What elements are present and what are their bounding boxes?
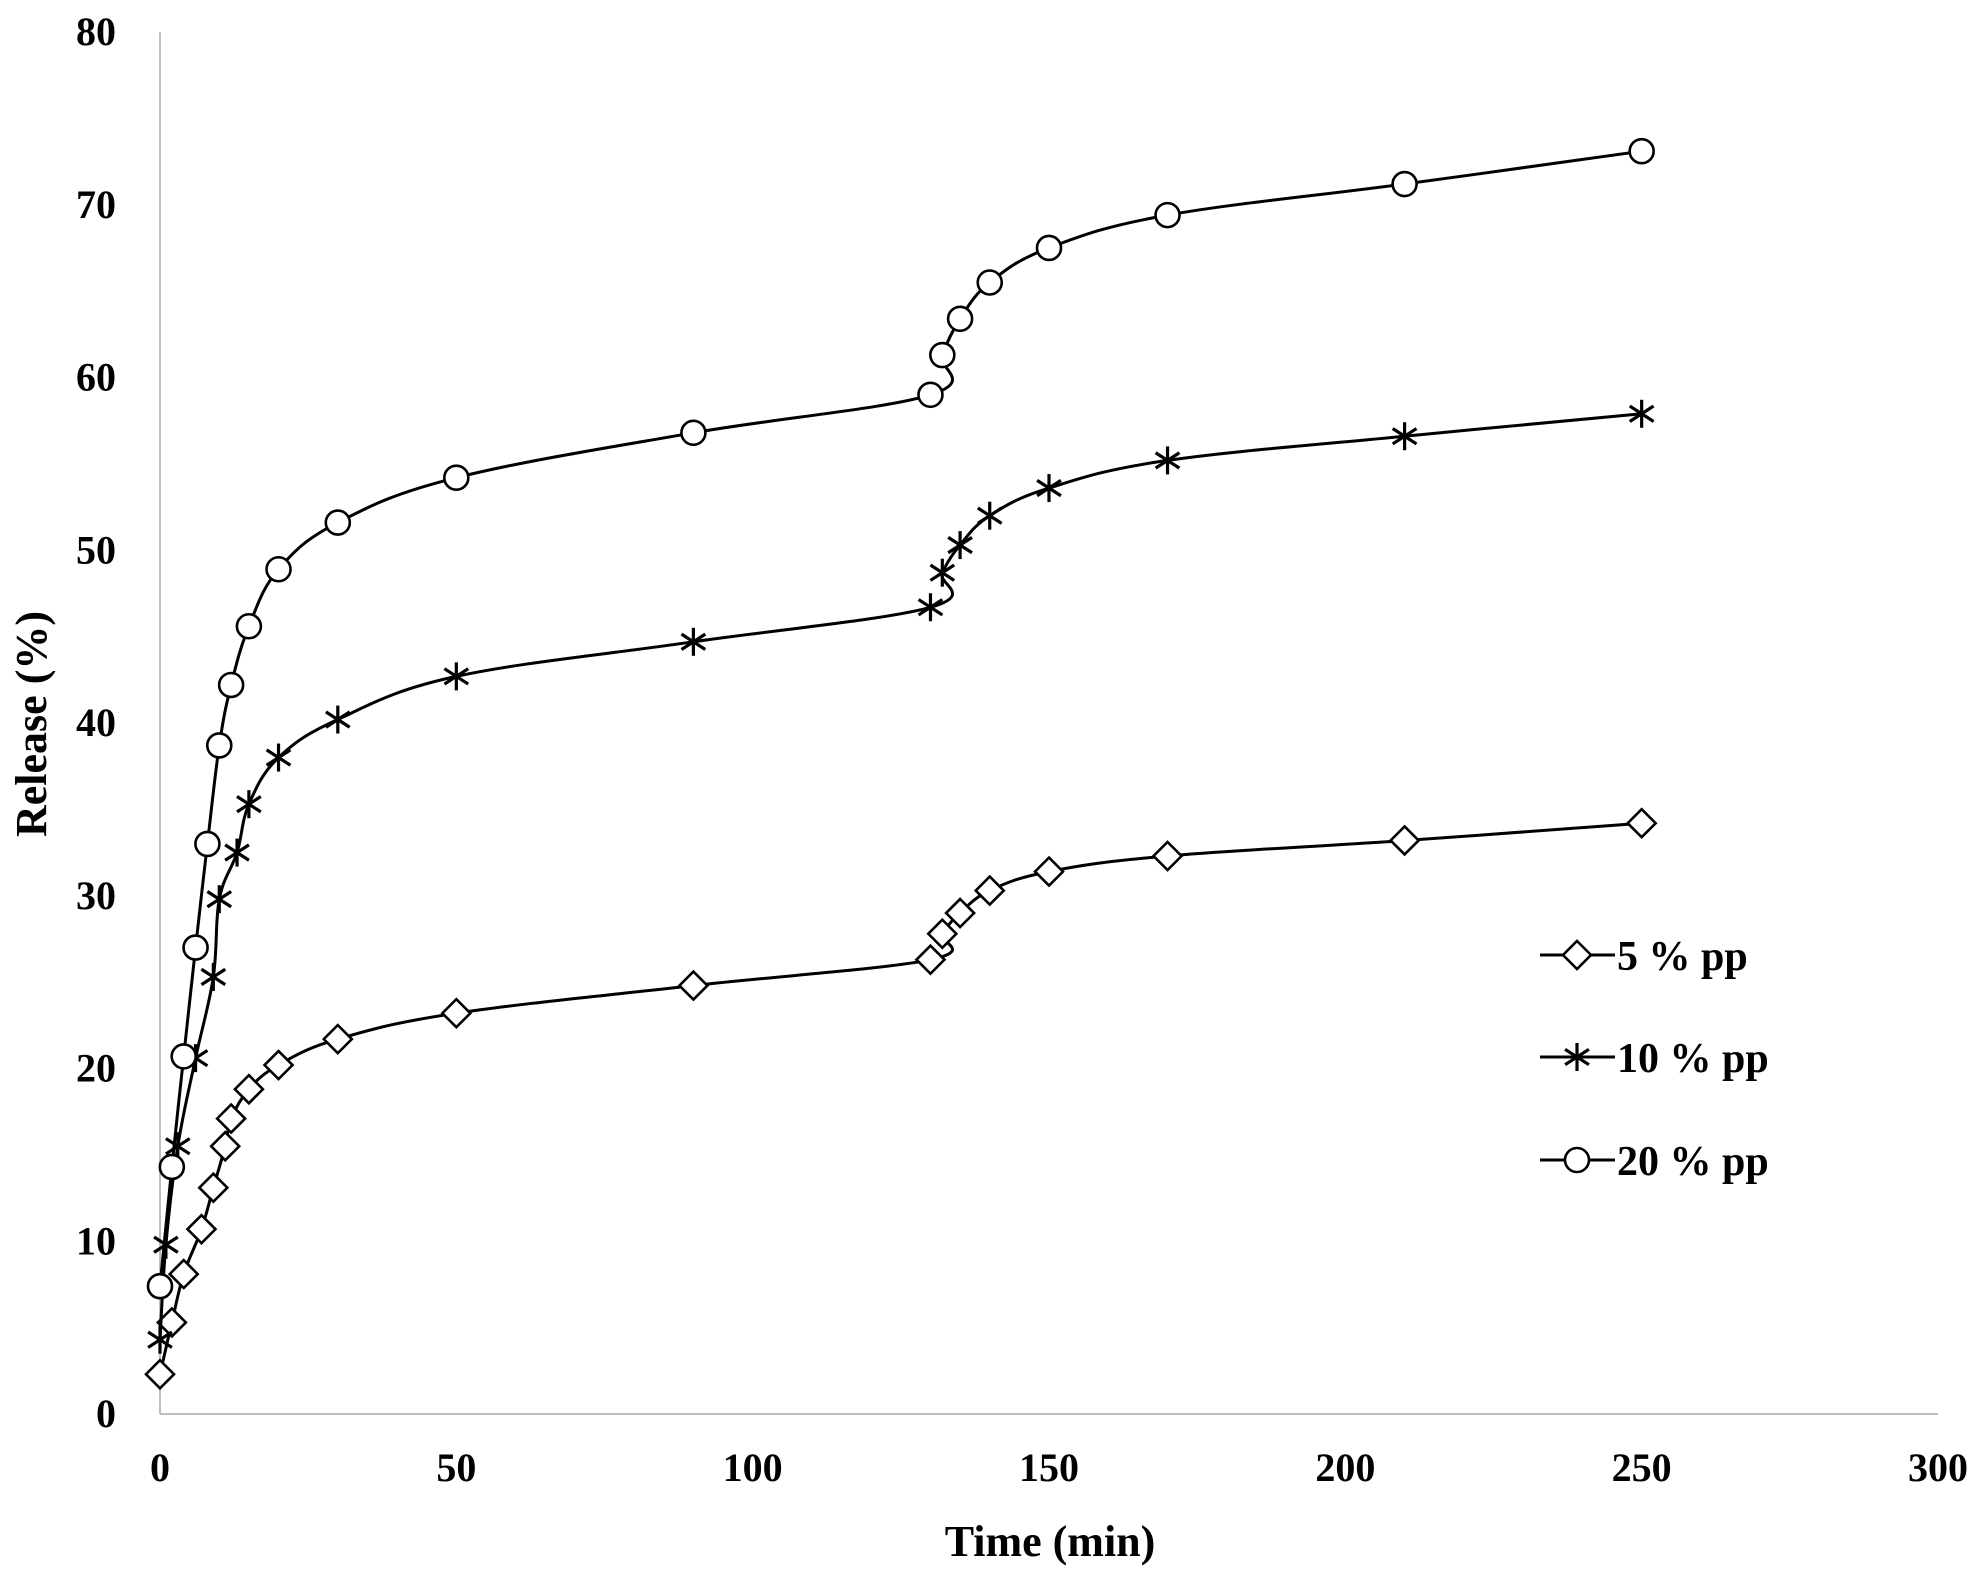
data-point [1035,234,1063,262]
series-line [158,821,1642,1375]
data-point [929,558,956,587]
data-point [205,732,233,759]
data-point [200,962,227,991]
data-point [209,1130,242,1163]
axes: 0 10 20 30 40 50 60 70 80 0 50 100 150 200 250 300 [76,9,1968,1490]
y-tick-label: 80 [76,9,116,54]
data-point [440,997,473,1030]
x-tick-label: 0 [150,1445,170,1490]
y-tick-label: 20 [76,1046,116,1091]
data-point [976,269,1004,296]
data-point [265,743,292,772]
legend-item: 10 % pp [1540,1036,1769,1082]
data-point [1033,855,1065,888]
data-point [926,917,959,950]
legend-marker [1563,1146,1591,1174]
legend-label: 5 % pp [1617,934,1748,980]
data-point [233,1073,265,1106]
data-point [1625,807,1658,840]
data-point [146,1272,174,1300]
data-point [182,934,209,961]
y-tick-label: 30 [76,873,116,918]
data-point [1154,446,1181,475]
data-point [1151,840,1184,872]
series-1 [147,399,1655,1354]
data-point [194,830,221,858]
x-tick-label: 300 [1908,1445,1968,1490]
data-point [325,705,351,734]
series-layer [144,137,1658,1391]
y-axis-title: Release (%) [7,611,56,837]
y-tick-label: 60 [76,355,116,400]
legend-item: 20 % pp [1540,1139,1769,1185]
data-point [677,969,710,1002]
data-point [265,555,292,583]
data-point [224,838,250,867]
data-point [976,501,1003,530]
y-tick-label: 0 [96,1391,116,1436]
series-2 [146,137,1655,1300]
data-point [324,509,352,536]
series-line [158,149,1642,1287]
data-point [917,593,944,622]
data-point [1628,399,1655,428]
legend: 5 % pp 10 % pp 20 % pp [1540,934,1769,1185]
x-axis-title: Time (min) [945,1517,1156,1566]
data-point [217,671,245,699]
data-point [443,662,470,691]
data-point [929,341,956,369]
series-line [158,412,1642,1340]
data-point [1388,824,1421,857]
x-tick-label: 100 [723,1445,783,1490]
data-point [1391,422,1418,451]
x-tick-label: 200 [1315,1445,1375,1490]
data-point [185,1213,218,1245]
data-point [1391,170,1418,198]
data-point [946,305,974,333]
data-point [917,381,944,409]
data-point [262,1049,295,1081]
data-point [236,790,262,819]
data-point [1628,137,1655,165]
data-point [680,419,707,447]
x-tick-label: 50 [436,1445,476,1490]
y-tick-label: 50 [76,527,116,572]
data-point [1036,474,1062,503]
x-tick-label: 250 [1612,1445,1672,1490]
data-point [167,1258,200,1290]
legend-label: 10 % pp [1617,1036,1769,1082]
data-point [206,885,233,914]
y-tick-label: 10 [76,1218,116,1263]
data-point [947,531,973,560]
legend-item: 5 % pp [1540,934,1748,980]
data-point [158,1153,186,1181]
y-tick-label: 40 [76,700,116,745]
x-tick-label: 150 [1019,1445,1079,1490]
data-point [914,943,947,976]
legend-marker [1564,1043,1590,1071]
data-point [197,1171,230,1204]
data-point [680,627,707,656]
data-point [944,897,976,929]
series-0 [144,807,1658,1391]
data-point [215,1102,247,1135]
legend-label: 20 % pp [1617,1139,1769,1185]
y-tick-label: 70 [76,182,116,227]
data-point [147,1325,173,1354]
data-point [321,1023,354,1055]
legend-marker [1561,939,1593,971]
data-point [170,1043,198,1070]
data-point [973,874,1006,907]
data-point [235,612,263,640]
data-point [1154,201,1181,229]
data-point [144,1358,176,1391]
data-point [443,464,470,491]
